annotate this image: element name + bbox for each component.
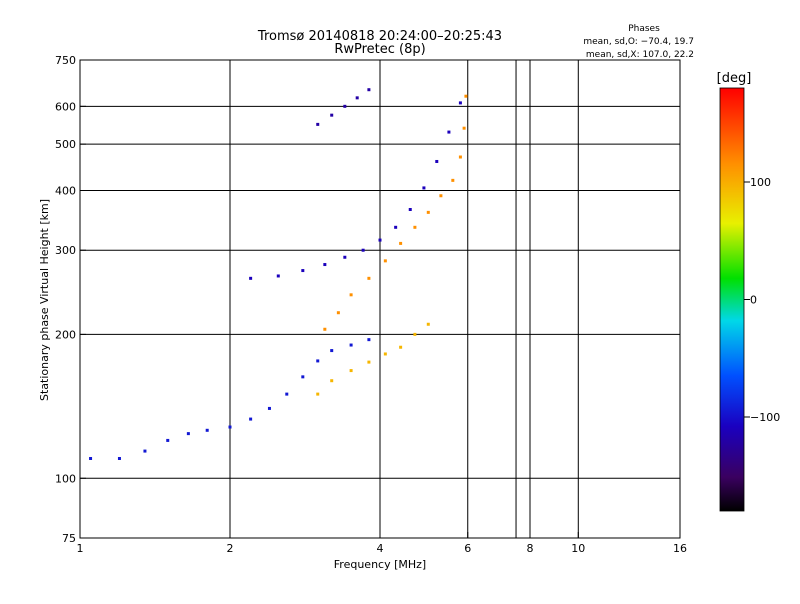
echo-point: [367, 338, 371, 342]
x-tick-label: 8: [527, 542, 534, 555]
echo-point: [143, 449, 147, 453]
echo-point: [462, 126, 466, 130]
y-tick-label: 75: [62, 532, 76, 545]
x-axis-ticks: 1 2 4 6 8 10 16: [77, 532, 687, 555]
echo-point: [349, 293, 353, 297]
y-tick-label: 200: [55, 328, 76, 341]
chart-title: Tromsø 20140818 20:24:00–20:25:43: [257, 29, 502, 44]
echo-point: [205, 428, 209, 432]
echo-point: [267, 406, 271, 410]
y-tick-label: 300: [55, 244, 76, 257]
echo-point: [383, 352, 387, 356]
echo-point: [89, 456, 93, 460]
y-tick-label: 750: [55, 54, 76, 67]
echo-point: [464, 94, 468, 98]
x-tick-label: 4: [377, 542, 384, 555]
echo-point: [330, 349, 334, 353]
chart-subtitle: RwPretec (8p): [334, 42, 425, 57]
echo-point: [399, 345, 403, 349]
phase-stats-heading: Phases: [628, 24, 660, 34]
echo-point: [301, 269, 305, 273]
echo-point: [435, 159, 439, 163]
echo-point: [426, 210, 430, 214]
echo-point: [316, 359, 320, 363]
echo-point: [458, 155, 462, 159]
echo-point: [367, 276, 371, 280]
echo-point: [343, 255, 347, 259]
colorbar-ticks: 100 0 −100: [744, 176, 780, 424]
echo-point: [355, 96, 359, 100]
echo-point: [458, 101, 462, 105]
echo-point: [117, 456, 121, 460]
grid-lines: [80, 60, 680, 538]
y-tick-label: 600: [55, 100, 76, 113]
echo-point: [323, 263, 327, 267]
echo-point: [343, 104, 347, 108]
y-axis-label: Stationary phase Virtual Height [km]: [38, 199, 51, 401]
echo-point: [249, 276, 253, 280]
echo-point: [316, 122, 320, 126]
colorbar-label: [deg]: [717, 71, 752, 86]
y-tick-label: 100: [55, 472, 76, 485]
echo-point: [422, 186, 426, 190]
echo-point: [447, 130, 451, 134]
x-tick-label: 1: [77, 542, 84, 555]
echo-point: [330, 379, 334, 383]
echo-point: [316, 392, 320, 396]
y-tick-label: 400: [55, 184, 76, 197]
echo-point: [383, 259, 387, 263]
echo-point: [276, 274, 280, 278]
y-axis-ticks: 75 100 200 300 400 500 600 750: [55, 54, 86, 545]
echo-point: [451, 178, 455, 182]
echo-point: [367, 360, 371, 364]
colorbar-tick-label: −100: [750, 411, 780, 424]
echo-point: [399, 241, 403, 245]
echo-point: [336, 311, 340, 315]
colorbar-tick-label: 0: [750, 294, 757, 307]
echo-point: [228, 425, 232, 429]
echo-point: [301, 375, 305, 379]
x-tick-label: 10: [571, 542, 585, 555]
echo-point: [426, 322, 430, 326]
data-points: [89, 88, 468, 460]
echo-point: [349, 369, 353, 373]
colorbar: [719, 87, 745, 512]
echo-point: [285, 392, 289, 396]
x-tick-label: 6: [464, 542, 471, 555]
y-tick-label: 500: [55, 138, 76, 151]
x-tick-label: 2: [227, 542, 234, 555]
echo-point: [166, 438, 170, 442]
colorbar-tick-label: 100: [750, 176, 771, 189]
echo-point: [439, 194, 443, 198]
echo-point: [330, 113, 334, 117]
echo-point: [323, 327, 327, 331]
echo-point: [394, 225, 398, 229]
echo-point: [378, 238, 382, 242]
echo-point: [361, 248, 365, 252]
phase-stats-o: mean, sd,O: −70.4, 19.7: [583, 37, 694, 47]
echo-point: [367, 88, 371, 92]
echo-point: [408, 208, 412, 212]
echo-point: [413, 225, 417, 229]
echo-point: [249, 417, 253, 421]
x-axis-label: Frequency [MHz]: [334, 558, 426, 571]
echo-point: [413, 332, 417, 336]
phase-stats-x: mean, sd,X: 107.0, 22.2: [586, 50, 694, 60]
echo-point: [349, 343, 353, 347]
x-tick-label: 16: [673, 542, 687, 555]
echo-point: [186, 432, 190, 436]
